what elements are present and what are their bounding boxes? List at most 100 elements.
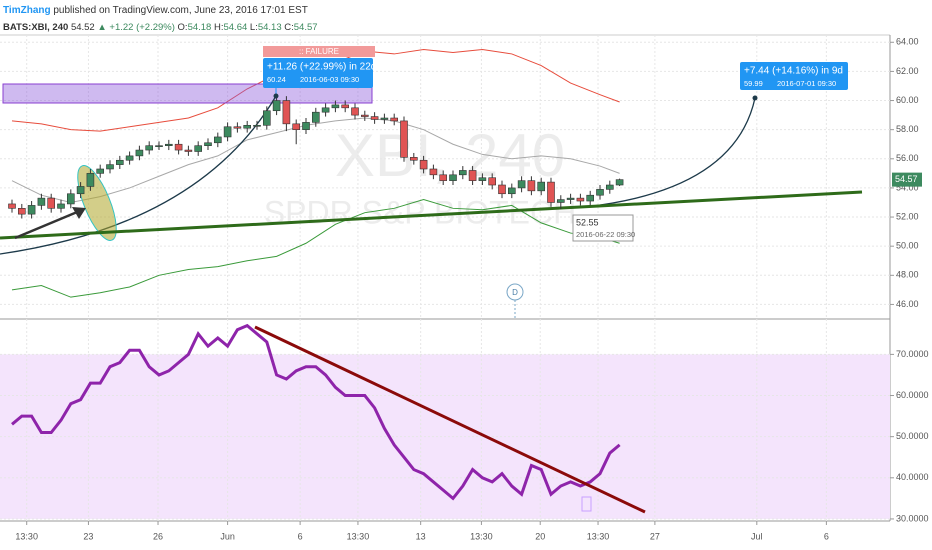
line-series: [11, 199, 620, 298]
candle-body: [116, 159, 124, 165]
candle-body: [223, 126, 232, 138]
rsi-marker[interactable]: [581, 496, 592, 512]
zone-rect[interactable]: [2, 83, 373, 104]
x-tick-label: 20: [535, 531, 545, 541]
arrow-head: [72, 207, 86, 219]
callout-text: +11.26 (+22.99%) in 22d: [267, 62, 376, 73]
projection-curve[interactable]: [0, 95, 277, 255]
failure-label: :: FAILURE: [299, 47, 339, 56]
x-tick-label: 13:30: [587, 531, 610, 541]
watermark-subtitle: SPDR S&P BIOTECH: [264, 194, 576, 230]
x-tick-label: 27: [650, 531, 660, 541]
price-note-box[interactable]: [572, 214, 634, 242]
candle-body: [370, 116, 379, 120]
price-note: 52.55: [576, 217, 599, 227]
callout-price: 60.24: [267, 75, 286, 84]
y-tick-label: 62.00: [896, 66, 919, 76]
candle-body: [439, 174, 448, 181]
candle-body: [311, 111, 320, 123]
failure-box[interactable]: [263, 46, 375, 57]
candle-body: [37, 197, 46, 206]
projection-curve[interactable]: [584, 97, 756, 208]
y-tick-label: 50.0000: [896, 431, 929, 441]
callout-box[interactable]: [740, 62, 848, 90]
y-tick-label: 52.00: [896, 211, 919, 221]
y-tick-label: 50.00: [896, 241, 919, 251]
candle-body: [478, 177, 487, 181]
candle-body: [507, 187, 516, 195]
event-label: D: [512, 288, 518, 297]
candle-body: [517, 180, 526, 189]
callout-price: 59.99: [744, 79, 763, 88]
last-price-box: [892, 172, 922, 187]
candle-body: [184, 149, 193, 152]
x-tick-label: 13:30: [15, 531, 38, 541]
author[interactable]: TimZhang: [3, 5, 51, 16]
candle-body: [47, 197, 56, 209]
candle-body: [125, 155, 134, 161]
x-tick-label: 13:30: [347, 531, 370, 541]
trend-line[interactable]: [0, 190, 863, 240]
candle-body: [556, 199, 565, 203]
candle-body: [243, 124, 251, 129]
open: 54.18: [188, 22, 212, 33]
c-label: C:: [284, 22, 294, 33]
header-line: TimZhang published on TradingView.com, J…: [3, 5, 308, 16]
line-series: [11, 323, 621, 501]
drawings: [0, 83, 863, 255]
candle-body: [429, 168, 438, 176]
candle-body: [57, 203, 65, 209]
x-tick-label: Jul: [751, 531, 763, 541]
candle-body: [576, 197, 585, 202]
candle-body: [419, 159, 428, 170]
arrow[interactable]: [14, 208, 83, 240]
candle-body: [449, 174, 457, 181]
candle-body: [615, 179, 624, 186]
x-tick-label: Jun: [220, 531, 235, 541]
high: 54.64: [223, 22, 247, 33]
candle-body: [96, 168, 104, 174]
y-tick-label: 60.0000: [896, 390, 929, 400]
candle-body: [527, 180, 536, 192]
header: TimZhang published on TradingView.com, J…: [3, 5, 318, 33]
candle-body: [488, 177, 497, 186]
candle-body: [566, 197, 575, 200]
candle-body: [155, 145, 163, 147]
rsi-trend-line[interactable]: [254, 325, 646, 514]
callout-box[interactable]: [263, 58, 373, 88]
y-tick-label: 30.0000: [896, 513, 929, 523]
candle-body: [537, 181, 546, 192]
quote-line: BATS:XBI, 240 54.52 ▲ +1.22 (+2.29%) O:5…: [3, 22, 318, 33]
candle-body: [458, 170, 467, 176]
candle-body: [233, 126, 242, 129]
candle-body: [17, 208, 26, 215]
y-tick-label: 70.0000: [896, 349, 929, 359]
price-note-date: 2016-06-22 09:30: [576, 230, 635, 239]
candle-body: [547, 181, 555, 203]
y-tick-label: 40.0000: [896, 472, 929, 482]
candle-body: [86, 173, 95, 187]
candle-body: [8, 203, 16, 209]
y-tick-label: 56.00: [896, 153, 919, 163]
published: published on TradingView.com, June 23, 2…: [53, 5, 307, 16]
candle-body: [400, 120, 408, 158]
h-label: H:: [214, 22, 224, 33]
candle-body: [262, 110, 271, 126]
candle-body: [498, 184, 506, 195]
candle-body: [76, 186, 85, 195]
callout-date: 2016-07-01 09:30: [777, 79, 836, 88]
candle-body: [135, 149, 144, 157]
y-tick-label: 60.00: [896, 95, 919, 105]
y-tick-label: 48.00: [896, 270, 919, 280]
l-label: L:: [250, 22, 258, 33]
annotations: :: FAILURE +11.26 (+22.99%) in 22d 60.24…: [254, 46, 848, 514]
candle-body: [214, 136, 222, 144]
candle-body: [174, 143, 183, 151]
candle-body: [596, 189, 604, 196]
x-tick-label: 13: [416, 531, 426, 541]
candle-body: [67, 193, 75, 205]
x-tick-label: 6: [824, 531, 829, 541]
candle-body: [194, 145, 202, 152]
candle-body: [351, 107, 359, 116]
